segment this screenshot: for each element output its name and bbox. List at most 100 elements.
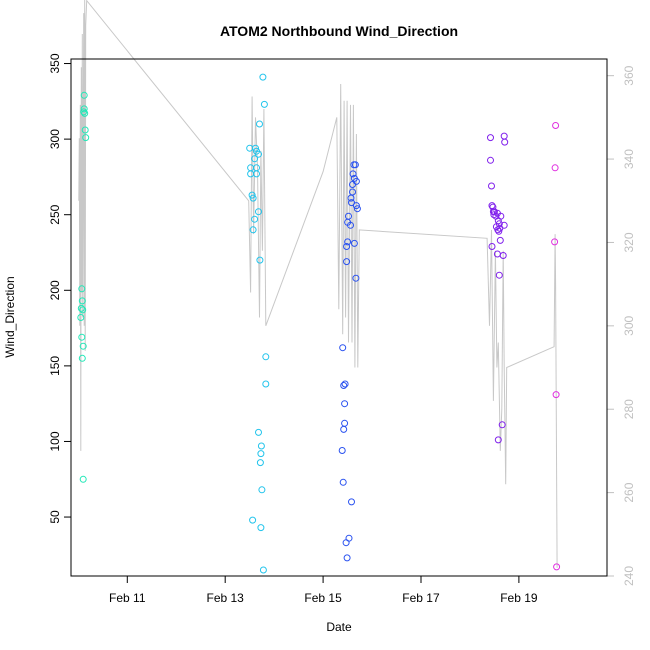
scatter-point: [339, 344, 347, 352]
scatter-point: [249, 194, 257, 202]
scatter-point: [256, 120, 263, 128]
scatter-point: [487, 156, 494, 164]
scatter-point: [340, 425, 348, 433]
scatter-point: [251, 215, 259, 223]
x-tick-label: Feb 13: [207, 591, 245, 605]
scatter-point: [257, 442, 265, 450]
y-axis-label: Wind_Direction: [3, 276, 17, 357]
scatter-point: [347, 194, 355, 202]
y2-tick-label: 320: [622, 232, 636, 252]
scatter-point: [494, 436, 502, 444]
scatter-point: [259, 73, 267, 81]
y2-tick-label: 240: [622, 566, 636, 586]
scatter-point: [353, 205, 361, 213]
scatter-point: [350, 239, 358, 247]
y-tick-label: 250: [48, 204, 62, 224]
scatter-point: [256, 459, 264, 467]
scatter-point: [351, 161, 359, 169]
scatter-point: [258, 486, 266, 494]
scatter-point: [248, 191, 256, 199]
scatter-point: [249, 226, 257, 234]
scatter-point: [80, 105, 88, 113]
scatter-point: [348, 498, 355, 506]
scatter-point: [77, 304, 85, 312]
scatter-point: [80, 91, 88, 99]
scatter-point: [78, 285, 86, 293]
scatter-point: [552, 122, 560, 129]
scatter-point: [499, 252, 507, 259]
scatter-point: [488, 243, 496, 250]
scatter-point: [495, 271, 503, 279]
scatter-point: [79, 342, 87, 350]
scatter-point: [260, 100, 268, 108]
scatter-point: [344, 238, 352, 246]
scatter-point: [257, 450, 265, 458]
scatter-point: [249, 516, 257, 524]
scatter-point: [496, 236, 504, 244]
scatter-point: [78, 333, 86, 341]
y2-tick-label: 360: [622, 65, 636, 85]
y-tick-label: 50: [48, 510, 62, 524]
x-tick-label: Feb 17: [402, 591, 440, 605]
scatter-point: [352, 202, 360, 210]
scatter-point: [348, 199, 355, 207]
scatter-point: [338, 447, 346, 454]
scatter-point: [349, 170, 357, 178]
y-tick-label: 150: [48, 356, 62, 376]
scatter-point: [352, 274, 360, 282]
scatter-point: [551, 238, 559, 246]
scatter-point: [494, 217, 502, 225]
scatter-point: [78, 354, 86, 362]
scatter-point: [257, 524, 265, 532]
scatter-point: [253, 170, 260, 178]
scatter-point: [490, 211, 498, 219]
scatter-point: [343, 258, 351, 266]
scatter-point: [340, 382, 348, 389]
secondary-series-line: [78, 0, 558, 568]
scatter-point: [343, 243, 351, 250]
scatter-point: [343, 554, 351, 562]
scatter-point: [339, 478, 347, 486]
scatter-point: [79, 306, 87, 314]
y-tick-label: 100: [48, 431, 62, 451]
scatter-point: [262, 353, 270, 361]
scatter-point: [494, 226, 502, 234]
scatter-point: [347, 221, 354, 229]
scatter-point: [252, 144, 259, 152]
scatter-point: [81, 126, 89, 134]
scatter-point: [553, 563, 561, 571]
y-tick-label: 200: [48, 280, 62, 300]
scatter-point: [251, 155, 259, 163]
scatter-point: [256, 256, 264, 264]
scatter-point: [487, 134, 494, 142]
scatter-point: [496, 224, 504, 232]
scatter-point: [80, 108, 88, 116]
y-tick-label: 300: [48, 129, 62, 149]
scatter-point: [81, 109, 89, 117]
scatter-point: [488, 182, 495, 190]
scatter-point: [552, 391, 560, 399]
x-axis-label: Date: [326, 620, 352, 634]
scatter-point: [349, 181, 356, 188]
x-tick-label: Feb 11: [109, 591, 146, 605]
scatter-point: [259, 566, 267, 574]
scatter-point: [255, 208, 262, 216]
scatter-point: [551, 164, 559, 172]
scatter-point: [498, 421, 506, 429]
y2-tick-label: 300: [622, 315, 636, 335]
y2-tick-label: 340: [622, 149, 636, 169]
scatter-point: [79, 475, 87, 483]
scatter-point: [82, 134, 90, 142]
scatter-point: [77, 314, 85, 321]
y2-tick-label: 280: [622, 399, 636, 419]
scatter-point: [78, 297, 86, 305]
scatter-point: [495, 227, 503, 235]
x-tick-label: Feb 19: [500, 591, 538, 605]
x-tick-label: Feb 15: [304, 591, 342, 605]
y2-tick-label: 260: [622, 482, 636, 502]
scatter-point: [262, 380, 270, 388]
scatter-point: [341, 380, 349, 388]
chart-title: ATOM2 Northbound Wind_Direction: [220, 23, 458, 39]
